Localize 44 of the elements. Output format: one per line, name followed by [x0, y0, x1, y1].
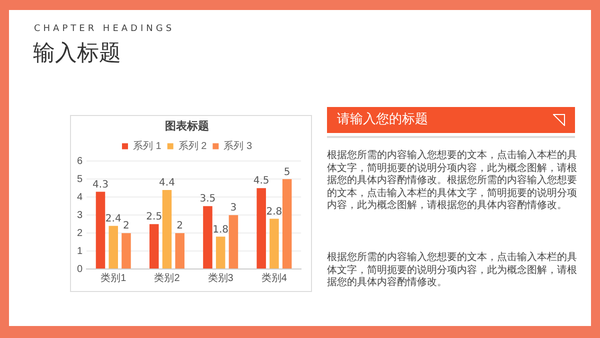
data-label: 3	[230, 202, 237, 214]
bar	[175, 233, 184, 268]
data-label: 4.5	[253, 176, 270, 187]
data-label: 1.8	[212, 224, 229, 236]
text: 请输入您的标题	[337, 112, 428, 127]
text: 根据您所需的内容输入您想要的文本，点击输入本栏的具体文字，简明扼要的说明分项内容，此为概念图解，请根据您的具体内容酌情修改。根据您所需的内容输入您想要的文本，点击输入本栏的具体文字，简明扼要的说明分项内容，此为概念图解，请根据您的具体内容酌情修改。	[327, 150, 577, 213]
legend-label: 系列 3	[224, 140, 252, 152]
text: 输入标题	[33, 40, 121, 68]
bar	[216, 236, 226, 268]
legend-label: 系列 2	[178, 140, 208, 152]
bar	[108, 226, 118, 268]
bar	[270, 218, 279, 268]
bar	[162, 190, 172, 268]
data-label: 2	[123, 220, 130, 232]
data-label: 2	[176, 220, 184, 232]
data-label: 2.8	[266, 206, 282, 218]
bar	[122, 233, 131, 268]
y-tick-label: 0	[77, 264, 83, 275]
y-tick-label: 2	[77, 228, 83, 239]
x-tick-label: 类别4	[261, 272, 288, 284]
bar	[282, 179, 292, 268]
text: CHAPTER HEADINGS	[34, 24, 175, 34]
y-tick-label: 3	[77, 210, 83, 221]
x-tick-label: 类别1	[100, 272, 127, 284]
y-tick-label: 5	[77, 174, 83, 185]
bar	[256, 188, 266, 268]
text: 根据您所需的内容输入您想要的文本，点击输入本栏的具体文字，简明扼要的说明分项内容，此为概念图解，请根据您的具体内容酌情修改。	[327, 252, 577, 290]
legend-label: 系列 1	[132, 140, 162, 152]
y-tick-label: 4	[77, 192, 83, 203]
data-label: 2.4	[105, 213, 122, 224]
data-label: 2.5	[146, 212, 162, 223]
chart-title: 图表标题	[165, 119, 209, 132]
bar	[96, 192, 106, 268]
bar	[149, 224, 159, 268]
data-label: 5	[284, 166, 290, 178]
y-tick-label: 6	[77, 156, 83, 167]
x-tick-label: 类别2	[154, 272, 180, 284]
x-tick-label: 类别3	[208, 272, 234, 284]
data-label: 4.3	[92, 179, 108, 190]
bar	[203, 206, 212, 268]
bar	[228, 215, 238, 268]
data-label: 4.4	[159, 178, 175, 189]
y-tick-label: 1	[77, 246, 83, 257]
data-label: 3.5	[200, 194, 216, 205]
